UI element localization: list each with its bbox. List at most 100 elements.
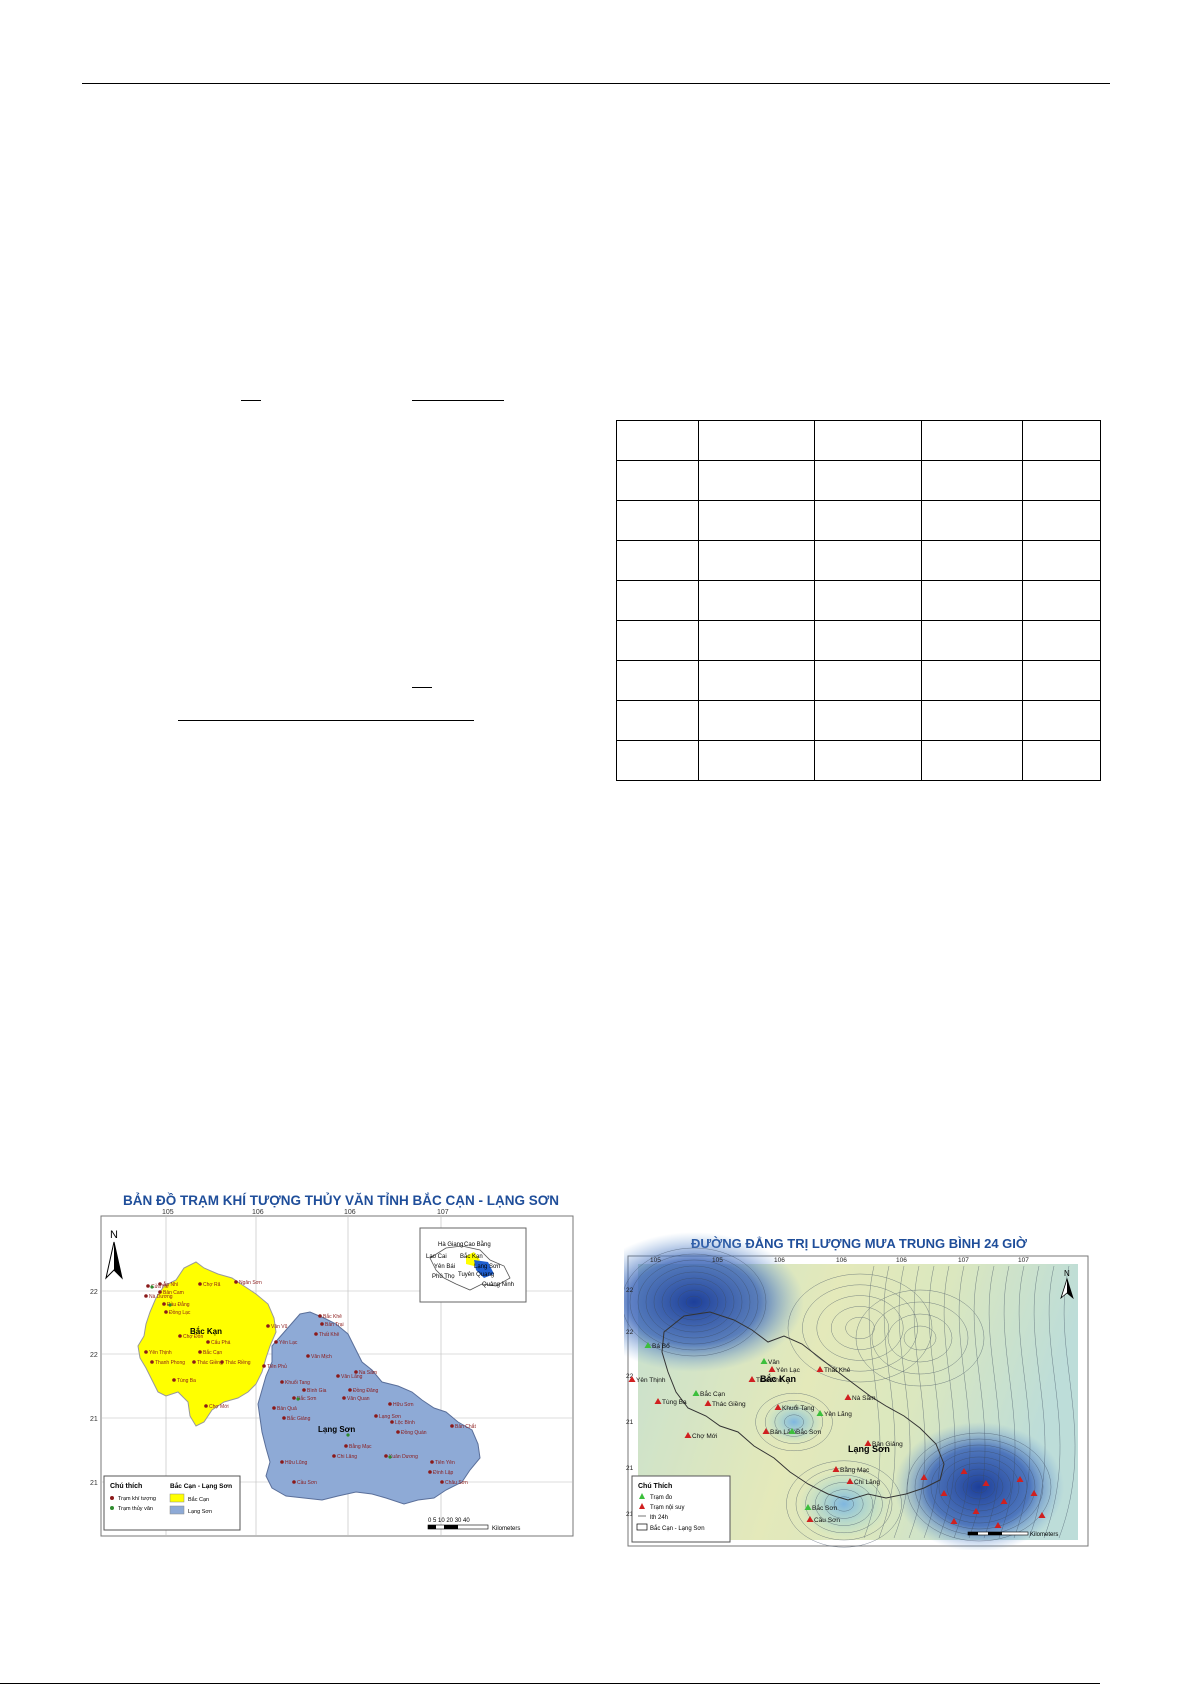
region-label-ls: Lạng Sơn bbox=[848, 1444, 890, 1454]
station-label: Bắc Sơn bbox=[297, 1395, 317, 1402]
lon-tick: 106 bbox=[344, 1209, 356, 1216]
hydro-station-marker bbox=[346, 1433, 350, 1437]
isoline bbox=[787, 1273, 933, 1383]
station-marker bbox=[280, 1460, 284, 1464]
isoline bbox=[863, 1265, 881, 1539]
station-label: Na Sầm bbox=[359, 1370, 377, 1376]
station-marker bbox=[430, 1460, 434, 1464]
lon-tick: 106 bbox=[896, 1257, 907, 1264]
station-marker bbox=[146, 1284, 150, 1288]
hydro-station-marker bbox=[168, 1303, 172, 1307]
isoline bbox=[946, 1462, 1012, 1512]
station-marker bbox=[314, 1332, 318, 1336]
isoline bbox=[998, 1265, 1016, 1539]
station-marker bbox=[864, 1440, 872, 1446]
station-label: Cầu Sơn bbox=[814, 1515, 840, 1524]
lat-tick: 21 bbox=[626, 1465, 634, 1472]
station-marker bbox=[318, 1314, 322, 1318]
station-label: Yên Lạc bbox=[279, 1340, 298, 1346]
isoline bbox=[764, 1400, 824, 1444]
isoline bbox=[938, 1265, 956, 1539]
isoline bbox=[855, 1289, 985, 1387]
station-marker bbox=[846, 1478, 854, 1484]
station-label: Bắc Khê bbox=[323, 1313, 342, 1320]
fraction-bar-2 bbox=[412, 400, 504, 401]
station-marker bbox=[816, 1366, 824, 1372]
isoline bbox=[805, 1474, 883, 1534]
station-marker bbox=[348, 1388, 352, 1392]
inset-label: Quảng Ninh bbox=[482, 1282, 514, 1288]
inset-map: Hà Giang Cao Bằng Lao Cai Bắc Kạn Yên Bá… bbox=[419, 1227, 527, 1303]
interpolated-station-marker bbox=[982, 1480, 990, 1486]
station-label: Chợ Đồn bbox=[183, 1334, 203, 1340]
station-label: Cẩu Phá bbox=[211, 1339, 231, 1346]
region-label-ls: Lạng Sơn bbox=[318, 1425, 355, 1434]
station-marker bbox=[158, 1282, 162, 1286]
isoline bbox=[816, 1295, 904, 1361]
table-row bbox=[616, 620, 1101, 661]
station-label: Yên Lạc bbox=[776, 1367, 801, 1374]
station-marker bbox=[192, 1360, 196, 1364]
interpolated-station-marker bbox=[940, 1490, 948, 1496]
lat-tick: 21 bbox=[626, 1511, 634, 1518]
station-marker bbox=[628, 1376, 636, 1382]
header-rule bbox=[82, 83, 1110, 84]
hydro-station-marker bbox=[150, 1285, 154, 1289]
station-label: Tùng Ba bbox=[662, 1399, 687, 1406]
bac-kan-region bbox=[137, 1261, 277, 1427]
north-arrow-icon: N bbox=[1060, 1269, 1074, 1300]
isoline bbox=[784, 1414, 804, 1430]
isoline bbox=[871, 1301, 969, 1375]
isoline-map-title: ĐƯỜNG ĐẲNG TRỊ LƯỢNG MƯA TRUNG BÌNH 24 G… bbox=[691, 1236, 1028, 1251]
station-marker bbox=[768, 1366, 776, 1372]
station-label: Đồng Lạc bbox=[169, 1310, 191, 1316]
isoline bbox=[962, 1474, 996, 1500]
scale-ticks: 0 5 10 20 30 40 bbox=[428, 1518, 470, 1524]
station-label: Thác Giềng bbox=[712, 1399, 746, 1408]
scale-unit: Kilometers bbox=[1030, 1532, 1058, 1538]
rainfall-isoline-map: ĐƯỜNG ĐẲNG TRỊ LƯỢNG MƯA TRUNG BÌNH 24 G… bbox=[624, 1232, 1089, 1550]
station-marker bbox=[654, 1398, 662, 1404]
station-marker bbox=[692, 1390, 700, 1396]
legend-tv: Trạm thủy văn bbox=[118, 1505, 153, 1512]
station-label: Tiên Yên bbox=[435, 1460, 455, 1466]
station-label: Hữu Lũng bbox=[285, 1460, 307, 1466]
interpolated-station-marker bbox=[1016, 1476, 1024, 1482]
station-label: Bắc Sơn bbox=[796, 1427, 822, 1436]
isoline bbox=[923, 1265, 941, 1539]
station-marker bbox=[282, 1416, 286, 1420]
station-marker bbox=[144, 1294, 148, 1298]
hydro-station-marker bbox=[388, 1455, 392, 1459]
station-marker bbox=[788, 1428, 796, 1434]
station-marker bbox=[704, 1400, 712, 1406]
station-marker bbox=[384, 1454, 388, 1458]
isoline bbox=[878, 1265, 896, 1539]
station-label: Yên Thịnh bbox=[636, 1377, 666, 1384]
station-marker bbox=[178, 1334, 182, 1338]
isoline bbox=[802, 1284, 918, 1372]
station-marker bbox=[342, 1396, 346, 1400]
station-marker bbox=[280, 1380, 284, 1384]
hydro-station-marker bbox=[296, 1397, 300, 1401]
station-marker bbox=[302, 1388, 306, 1392]
station-marker bbox=[220, 1360, 224, 1364]
station-label: Ân Nhì bbox=[163, 1281, 179, 1288]
lat-tick: 21 bbox=[90, 1480, 98, 1487]
isoline bbox=[834, 1496, 854, 1512]
scale-bar: Kilometers bbox=[967, 1531, 1058, 1538]
interpolated-station-marker bbox=[950, 1518, 958, 1524]
station-label: Vân Vũ bbox=[271, 1324, 288, 1330]
lon-tick: 107 bbox=[437, 1209, 449, 1216]
station-label: Bản Trại bbox=[325, 1322, 344, 1328]
lat-tick: 22 bbox=[626, 1287, 634, 1294]
table-row bbox=[616, 660, 1101, 701]
isoline bbox=[661, 1277, 727, 1327]
isoline bbox=[1028, 1265, 1046, 1539]
station-label: Đồng Đăng bbox=[353, 1388, 379, 1394]
station-label: Thất Khê bbox=[319, 1332, 340, 1338]
station-marker bbox=[806, 1516, 814, 1522]
north-label: N bbox=[110, 1229, 118, 1241]
isoline bbox=[629, 1253, 759, 1351]
lon-tick: 107 bbox=[958, 1257, 969, 1264]
station-label: Hữu Sơn bbox=[393, 1402, 414, 1408]
